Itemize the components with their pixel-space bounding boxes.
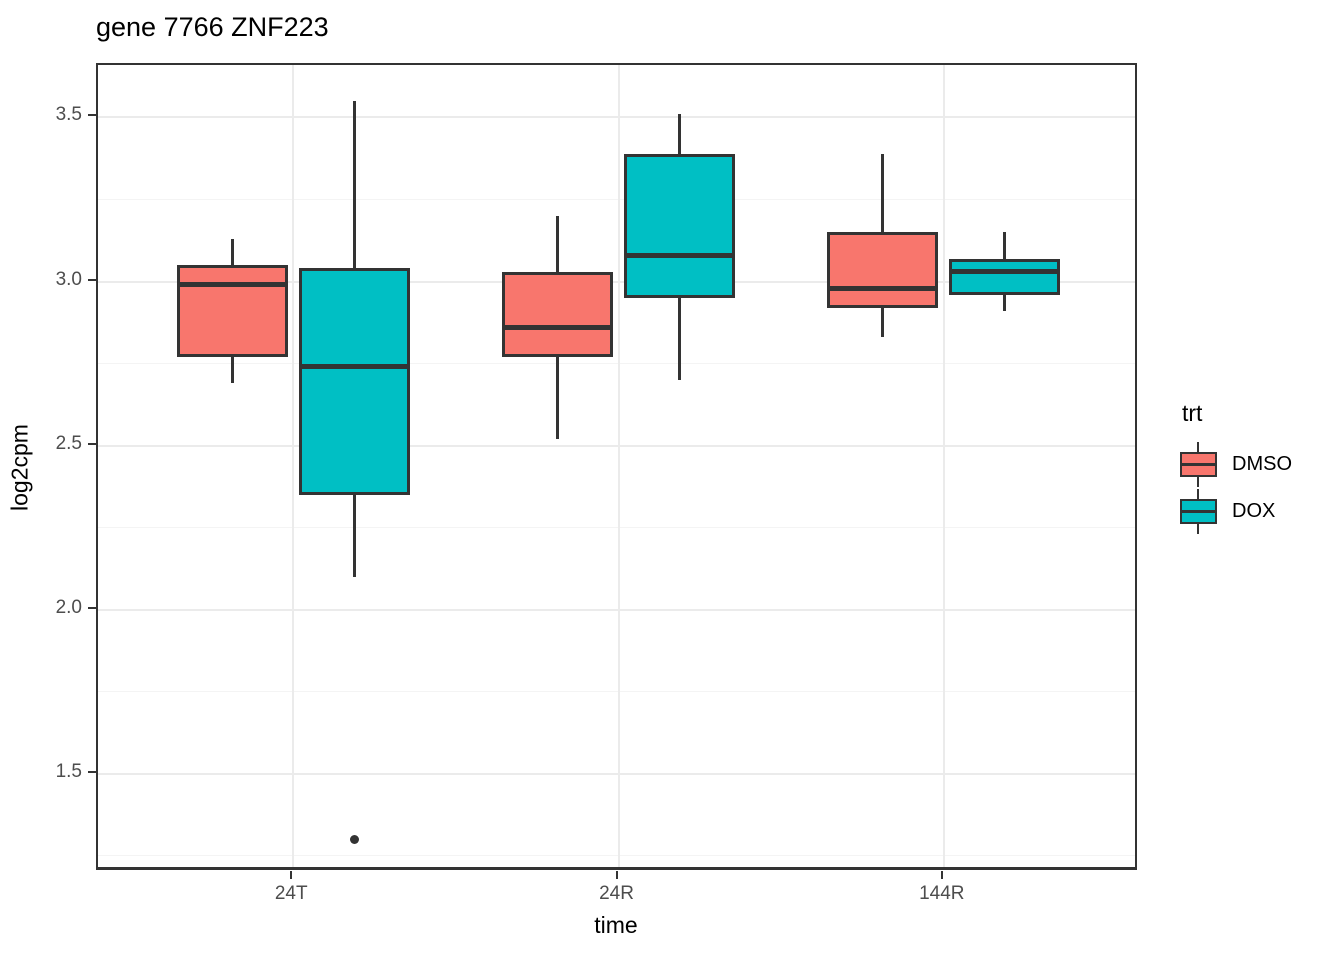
y-axis-title: log2cpm [6,424,33,511]
whisker-lower-DOX-144R [1003,294,1007,312]
legend-key-whisker-top [1197,442,1199,452]
x-axis-title: time [594,912,638,938]
x-tick-label: 24R [599,883,634,904]
box-DOX-24T [298,268,410,495]
x-tick-mark [290,871,293,879]
box-DMSO-24R [502,271,613,357]
plot-panel [96,63,1137,870]
whisker-lower-DOX-24T [352,494,356,577]
gridline-major-y [98,116,1135,119]
y-tick-label: 2.5 [55,432,82,454]
y-tick-mark [88,606,96,609]
y-tick-mark [88,114,96,117]
legend-item-DOX: DOX [1180,488,1292,535]
whisker-upper-DOX-144R [1003,232,1007,259]
gridline-major-y [98,444,1135,447]
whisker-lower-DMSO-144R [881,307,885,338]
legend-key-whisker-bottom [1197,524,1199,534]
gridline-major-x [942,65,945,867]
gridline-minor-y [98,855,1135,857]
legend-label-DOX: DOX [1232,500,1276,522]
whisker-lower-DOX-24R [677,297,681,380]
y-tick-label: 3.0 [55,268,82,290]
y-tick-label: 3.5 [55,104,82,126]
x-tick-label: 144R [919,883,965,904]
x-tick-mark [940,871,943,879]
whisker-upper-DOX-24T [352,101,356,269]
legend-key-whisker-top [1197,489,1199,499]
y-tick-label: 1.5 [55,760,82,782]
legend-key-whisker-bottom [1197,477,1199,487]
y-tick-mark [88,770,96,773]
median-DOX-24R [624,252,735,258]
y-tick-mark [88,278,96,281]
box-DMSO-24T [176,265,288,357]
plot-title: gene 7766 ZNF223 [96,12,329,42]
whisker-upper-DMSO-144R [881,153,885,233]
whisker-upper-DMSO-24T [230,238,234,266]
legend-key-median [1182,510,1215,513]
box-DMSO-144R [827,232,939,308]
legend-key-boxplot-icon [1180,442,1217,487]
legend: trt DMSO DOX [1180,400,1292,535]
whisker-lower-DMSO-24R [556,356,559,439]
x-tick-mark [615,871,618,879]
legend-item-DMSO: DMSO [1180,441,1292,488]
gridline-major-y [98,772,1135,775]
median-DOX-24T [298,364,410,370]
legend-items: DMSO DOX [1180,441,1292,535]
legend-label-DMSO: DMSO [1232,453,1292,475]
gridline-minor-y [98,691,1135,693]
outlier-point-DOX-24T [349,834,359,844]
gridline-minor-y [98,199,1135,200]
gridline-major-y [98,608,1135,611]
y-tick-mark [88,442,96,445]
whisker-upper-DMSO-24R [556,215,559,272]
gridline-major-x [292,65,295,867]
legend-title: trt [1182,400,1203,426]
gridline-major-x [617,65,620,867]
whisker-upper-DOX-24R [677,114,681,154]
gridline-minor-y [98,527,1135,529]
x-tick-label: 24T [274,883,308,904]
whisker-lower-DMSO-24T [230,356,234,384]
legend-key-boxplot-icon [1180,489,1217,534]
median-DMSO-24T [176,282,288,288]
box-DOX-144R [949,258,1061,295]
median-DOX-144R [949,269,1061,275]
legend-key-median [1182,463,1215,466]
box-DOX-24R [624,153,735,298]
median-DMSO-24R [502,324,613,330]
gridline-minor-y [98,363,1135,365]
gridline-major-y [98,280,1135,283]
y-tick-label: 2.0 [55,596,82,618]
median-DMSO-144R [827,285,939,291]
